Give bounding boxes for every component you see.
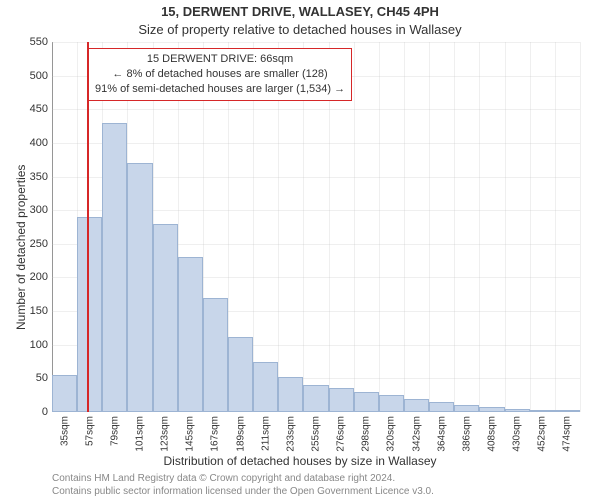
xtick-label: 408sqm (487, 416, 498, 452)
xtick-label: 57sqm (84, 416, 95, 446)
gridline-h (52, 42, 580, 43)
xtick-label: 233sqm (285, 416, 296, 452)
gridline-v (505, 42, 506, 412)
histogram-bar (102, 123, 127, 412)
xtick-label: 452sqm (537, 416, 548, 452)
histogram-bar (303, 385, 328, 412)
histogram-bar (404, 399, 429, 412)
gridline-v (454, 42, 455, 412)
histogram-bar (52, 375, 77, 412)
ytick-label: 0 (42, 406, 48, 418)
histogram-bar (530, 410, 555, 412)
xtick-label: 320sqm (386, 416, 397, 452)
gridline-v (354, 42, 355, 412)
histogram-bar (555, 410, 580, 412)
footer-line2: Contains public sector information licen… (52, 485, 580, 498)
gridline-h (52, 109, 580, 110)
ytick-label: 350 (30, 171, 48, 183)
ytick-label: 100 (30, 339, 48, 351)
xtick-label: 386sqm (461, 416, 472, 452)
xtick-label: 255sqm (311, 416, 322, 452)
chart-title-line2: Size of property relative to detached ho… (0, 22, 600, 37)
histogram-bar (329, 388, 354, 412)
xtick-label: 474sqm (562, 416, 573, 452)
histogram-bar (354, 392, 379, 412)
histogram-bar (379, 395, 404, 412)
xtick-label: 101sqm (135, 416, 146, 452)
histogram-bar (127, 163, 152, 412)
gridline-v (52, 42, 53, 412)
histogram-bar (278, 377, 303, 412)
ytick-label: 550 (30, 36, 48, 48)
ytick-label: 50 (36, 372, 48, 384)
histogram-bar (153, 224, 178, 412)
xtick-label: 189sqm (235, 416, 246, 452)
histogram-bar (228, 337, 253, 412)
gridline-v (555, 42, 556, 412)
xtick-label: 364sqm (436, 416, 447, 452)
histogram-bar (479, 407, 504, 412)
histogram-bar (77, 217, 102, 412)
footer-line1: Contains HM Land Registry data © Crown c… (52, 472, 580, 485)
histogram-bar (505, 409, 530, 412)
ytick-label: 500 (30, 70, 48, 82)
gridline-v (580, 42, 581, 412)
xtick-label: 35sqm (59, 416, 70, 446)
y-axis-label: Number of detached properties (14, 165, 28, 330)
xtick-label: 79sqm (109, 416, 120, 446)
annotation-line3: 91% of semi-detached houses are larger (… (95, 82, 345, 97)
x-axis-label: Distribution of detached houses by size … (0, 454, 600, 468)
xtick-label: 430sqm (512, 416, 523, 452)
xtick-label: 276sqm (336, 416, 347, 452)
annotation-box: 15 DERWENT DRIVE: 66sqm ← 8% of detached… (88, 48, 352, 101)
xtick-label: 298sqm (361, 416, 372, 452)
gridline-v (429, 42, 430, 412)
annotation-line1: 15 DERWENT DRIVE: 66sqm (95, 52, 345, 67)
gridline-v (479, 42, 480, 412)
ytick-label: 300 (30, 204, 48, 216)
xtick-label: 167sqm (210, 416, 221, 452)
chart-title-line1: 15, DERWENT DRIVE, WALLASEY, CH45 4PH (0, 4, 600, 19)
ytick-label: 450 (30, 103, 48, 115)
xtick-label: 145sqm (185, 416, 196, 452)
histogram-bar (253, 362, 278, 412)
xtick-label: 123sqm (160, 416, 171, 452)
xtick-label: 342sqm (411, 416, 422, 452)
gridline-v (404, 42, 405, 412)
plot-area: 05010015020025030035040045050055035sqm57… (52, 42, 580, 412)
xtick-label: 211sqm (260, 416, 271, 451)
ytick-label: 400 (30, 137, 48, 149)
gridline-v (530, 42, 531, 412)
gridline-v (379, 42, 380, 412)
gridline-h (52, 143, 580, 144)
histogram-bar (429, 402, 454, 412)
ytick-label: 150 (30, 305, 48, 317)
histogram-bar (454, 405, 479, 412)
annotation-line2: ← 8% of detached houses are smaller (128… (95, 67, 345, 82)
histogram-bar (178, 257, 203, 412)
ytick-label: 200 (30, 271, 48, 283)
ytick-label: 250 (30, 238, 48, 250)
histogram-bar (203, 298, 228, 412)
footer: Contains HM Land Registry data © Crown c… (52, 472, 580, 498)
